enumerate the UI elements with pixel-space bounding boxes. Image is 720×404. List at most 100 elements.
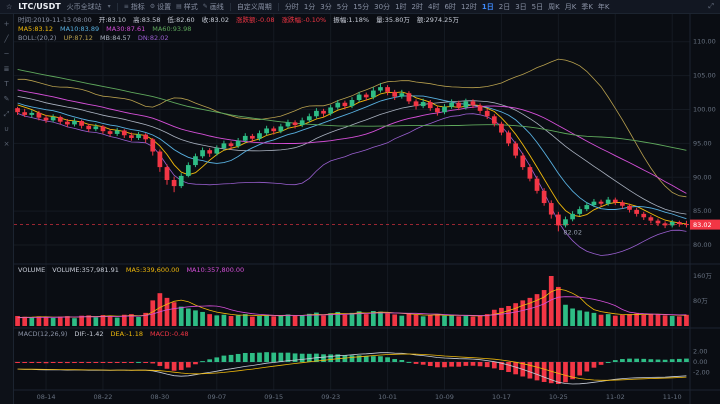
macd-bar bbox=[335, 354, 341, 362]
horizontal-line-tool-icon[interactable]: ─ bbox=[4, 50, 9, 58]
candle-body bbox=[506, 132, 511, 144]
timeframe-年K[interactable]: 年K bbox=[597, 2, 610, 11]
macd-bar bbox=[22, 362, 28, 363]
timeframe-2时[interactable]: 2时 bbox=[411, 2, 423, 11]
timeframe-季K[interactable]: 季K bbox=[581, 2, 593, 11]
macd-bar bbox=[420, 362, 426, 365]
menu-icon: ≡ bbox=[123, 3, 129, 10]
macd-dea-line bbox=[17, 353, 687, 381]
candle-body bbox=[57, 116, 63, 122]
volume-bar bbox=[456, 316, 462, 326]
volume-bar bbox=[65, 316, 70, 326]
candle-body bbox=[413, 101, 419, 107]
candles bbox=[15, 83, 689, 232]
boll-upper-line bbox=[17, 58, 687, 198]
volume-bar bbox=[50, 317, 56, 326]
macd-bar bbox=[193, 362, 198, 365]
candle-body bbox=[427, 102, 433, 109]
custom-period-button[interactable]: 自定义周期 bbox=[236, 2, 272, 11]
macd-bar bbox=[271, 352, 277, 362]
timeframe-分时[interactable]: 分时 bbox=[284, 2, 299, 11]
timeframe-周K[interactable]: 周K bbox=[548, 2, 560, 11]
volume-bar bbox=[43, 317, 49, 326]
macd-bar bbox=[36, 362, 42, 363]
macd-bar bbox=[342, 355, 348, 362]
volume-bar bbox=[506, 306, 511, 326]
expand-icon[interactable]: ⤢ bbox=[708, 2, 714, 10]
volume-bar bbox=[29, 317, 35, 326]
timeframe-6时[interactable]: 6时 bbox=[444, 2, 456, 11]
candle-body bbox=[669, 222, 675, 226]
timeframe-12时[interactable]: 12时 bbox=[460, 2, 477, 11]
volume-bar bbox=[449, 315, 454, 326]
chart-canvas[interactable]: 110.00 105.00 100.00 95.00 90.00 85.00 80.00 08… bbox=[14, 14, 720, 404]
chevron-down-icon[interactable]: ▾ bbox=[107, 3, 111, 10]
volume-bar bbox=[15, 316, 20, 326]
drawing-tool-rail: + ╱ ─ ≣ T ✎ ⤢ ∪ × bbox=[0, 14, 14, 404]
macd-bar bbox=[15, 362, 20, 363]
timeframe-1日[interactable]: 1日 bbox=[481, 2, 494, 11]
timeframe-3分[interactable]: 3分 bbox=[320, 2, 332, 11]
fibonacci-tool-icon[interactable]: ≣ bbox=[3, 65, 10, 73]
macd-bar bbox=[150, 362, 156, 364]
macd-bar bbox=[328, 354, 334, 362]
time-tick: 10-09 bbox=[435, 393, 454, 401]
favorite-star-icon[interactable]: ☆ bbox=[6, 2, 13, 11]
volume-bar bbox=[306, 313, 312, 326]
brush-tool-icon[interactable]: ✎ bbox=[3, 95, 10, 103]
trend-line-tool-icon[interactable]: ╱ bbox=[4, 35, 9, 43]
symbol-name[interactable]: LTC/USDT bbox=[18, 2, 61, 11]
volume-bar bbox=[200, 311, 205, 326]
volume-bar bbox=[598, 314, 604, 326]
volume-bar bbox=[556, 286, 561, 326]
timeframe-30分[interactable]: 30分 bbox=[374, 2, 391, 11]
candle-body bbox=[620, 202, 625, 206]
volume-bar bbox=[527, 297, 533, 326]
menu-指标[interactable]: ≡ 指标 bbox=[124, 2, 145, 12]
macd-bar bbox=[470, 362, 476, 366]
text-tool-icon[interactable]: T bbox=[4, 80, 9, 88]
menu-画线[interactable]: ✎ 画线 bbox=[203, 2, 224, 12]
time-tick: 08-22 bbox=[94, 393, 113, 401]
timeframe-4时[interactable]: 4时 bbox=[428, 2, 440, 11]
volume-bar bbox=[207, 314, 213, 326]
macd-bar bbox=[207, 359, 213, 362]
volume-bar bbox=[221, 314, 227, 326]
menu-label: 样式 bbox=[183, 2, 198, 11]
volume-bar bbox=[193, 310, 198, 326]
magnet-tool-icon[interactable]: ∪ bbox=[3, 125, 10, 133]
timeframe-月K[interactable]: 月K bbox=[564, 2, 577, 11]
volume-bar bbox=[264, 314, 269, 326]
volume-bar bbox=[584, 311, 590, 326]
price-tick: 110.00 bbox=[693, 38, 716, 46]
macd-bar bbox=[178, 362, 184, 370]
volume-bar bbox=[627, 314, 632, 326]
candle-body bbox=[356, 94, 362, 101]
volume-bar bbox=[36, 316, 42, 326]
eraser-tool-icon[interactable]: × bbox=[3, 140, 10, 148]
timeframe-5日[interactable]: 5日 bbox=[531, 2, 544, 11]
timeframe-2日[interactable]: 2日 bbox=[498, 2, 511, 11]
macd-bar bbox=[164, 362, 170, 369]
candle-body bbox=[605, 199, 611, 204]
chart-area[interactable]: 110.00 105.00 100.00 95.00 90.00 85.00 80.00 08… bbox=[14, 14, 720, 404]
volume-bar bbox=[299, 315, 305, 326]
topbar-divider bbox=[277, 2, 279, 11]
ma10-line bbox=[17, 95, 687, 220]
timeframe-15分[interactable]: 15分 bbox=[353, 2, 370, 11]
macd-bar bbox=[143, 362, 148, 363]
crosshair-tool-icon[interactable]: + bbox=[3, 20, 10, 28]
menu-设置[interactable]: ⚙ 设置 bbox=[150, 2, 171, 12]
volume-bar bbox=[620, 315, 625, 326]
macd-bar bbox=[242, 352, 248, 362]
menu-icon: ▤ bbox=[176, 3, 182, 10]
timeframe-5分[interactable]: 5分 bbox=[336, 2, 349, 11]
timeframe-3日[interactable]: 3日 bbox=[515, 2, 527, 11]
menu-样式[interactable]: ▤ 样式 bbox=[176, 2, 198, 12]
volume-bar bbox=[463, 315, 469, 326]
measure-tool-icon[interactable]: ⤢ bbox=[3, 110, 10, 118]
timeframe-1时[interactable]: 1时 bbox=[395, 2, 407, 11]
timeframe-1分[interactable]: 1分 bbox=[303, 2, 316, 11]
time-tick: 10-25 bbox=[549, 393, 568, 401]
candle-body bbox=[207, 150, 213, 154]
